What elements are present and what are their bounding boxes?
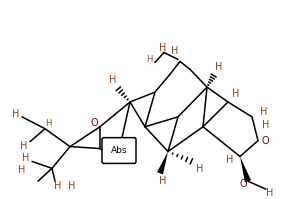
Text: Abs: Abs bbox=[111, 146, 127, 155]
Text: H: H bbox=[45, 119, 51, 128]
Text: H: H bbox=[68, 181, 76, 191]
Text: H: H bbox=[215, 62, 223, 72]
Text: H: H bbox=[20, 140, 28, 151]
Text: O: O bbox=[261, 136, 269, 146]
Text: H: H bbox=[171, 47, 179, 57]
Text: H: H bbox=[159, 43, 167, 53]
Text: H: H bbox=[146, 55, 152, 64]
Text: H: H bbox=[260, 107, 268, 117]
Text: O: O bbox=[239, 179, 247, 189]
Polygon shape bbox=[157, 151, 168, 174]
Text: O: O bbox=[90, 118, 98, 128]
Text: H: H bbox=[266, 188, 274, 198]
Text: H: H bbox=[12, 109, 20, 119]
Text: H: H bbox=[109, 75, 117, 85]
Text: H: H bbox=[18, 165, 26, 175]
Text: H: H bbox=[196, 164, 204, 174]
Text: H: H bbox=[226, 155, 234, 165]
Text: H: H bbox=[232, 89, 240, 99]
Polygon shape bbox=[240, 156, 251, 182]
FancyBboxPatch shape bbox=[102, 138, 136, 163]
Text: H: H bbox=[54, 181, 62, 191]
Text: H: H bbox=[22, 153, 30, 163]
Text: H: H bbox=[262, 120, 270, 130]
Text: H: H bbox=[159, 176, 167, 186]
